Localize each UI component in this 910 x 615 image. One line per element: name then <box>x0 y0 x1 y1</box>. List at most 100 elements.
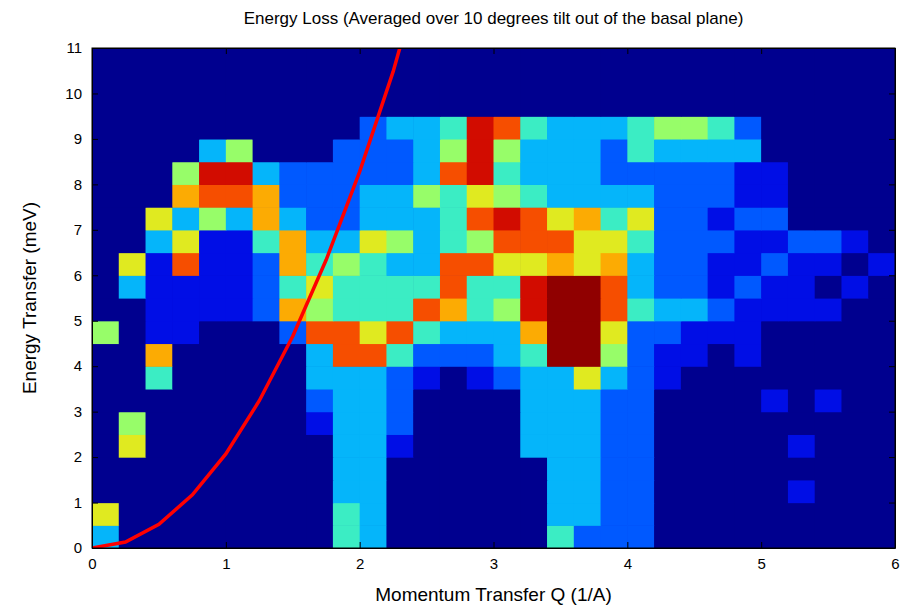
y-tick <box>889 457 895 458</box>
heatmap-cell <box>306 184 333 207</box>
heatmap-cell <box>333 71 360 94</box>
heatmap-cell <box>708 503 735 526</box>
heatmap-cell <box>627 93 654 116</box>
y-tick <box>889 366 895 367</box>
heatmap-cell <box>146 253 173 276</box>
heatmap-cell <box>440 93 467 116</box>
heatmap-cell <box>146 139 173 162</box>
heatmap-cell <box>574 253 601 276</box>
heatmap-cell <box>734 321 761 344</box>
heatmap-cell <box>708 412 735 435</box>
heatmap-cell <box>574 116 601 139</box>
heatmap-cell <box>520 207 547 230</box>
heatmap-cell <box>708 480 735 503</box>
heatmap-cell <box>253 184 280 207</box>
heatmap-cell <box>841 275 868 298</box>
heatmap-cell <box>360 162 387 185</box>
heatmap-cell <box>146 162 173 185</box>
heatmap-cell <box>574 503 601 526</box>
heatmap-cell <box>253 434 280 457</box>
heatmap-cell <box>654 434 681 457</box>
heatmap-cell <box>172 230 199 253</box>
y-tick-label: 0 <box>74 539 82 556</box>
y-tick: 5 <box>74 312 98 329</box>
heatmap-cell <box>681 412 708 435</box>
heatmap-cell <box>146 457 173 480</box>
x-tick: 1 <box>222 542 230 572</box>
heatmap-cell <box>574 480 601 503</box>
heatmap-cell <box>92 48 119 71</box>
heatmap-cell <box>788 412 815 435</box>
heatmap-cell <box>654 298 681 321</box>
heatmap-cell <box>654 503 681 526</box>
x-tick: 2 <box>356 542 364 572</box>
heatmap-cell <box>601 162 628 185</box>
y-axis-title: Energy Transfer (meV) <box>19 202 40 394</box>
heatmap-cell <box>253 457 280 480</box>
heatmap-cell <box>868 93 895 116</box>
heatmap-cell <box>547 116 574 139</box>
heatmap-cell <box>199 503 226 526</box>
heatmap-cell <box>708 434 735 457</box>
x-tick-label: 2 <box>356 555 364 572</box>
heatmap-cell <box>681 366 708 389</box>
heatmap-cell <box>92 298 119 321</box>
heatmap-cell <box>681 93 708 116</box>
y-tick: 11 <box>66 39 98 56</box>
heatmap-cell <box>279 116 306 139</box>
heatmap-cell <box>627 184 654 207</box>
heatmap-cell <box>788 457 815 480</box>
heatmap-cell <box>226 253 253 276</box>
heatmap-cell <box>413 139 440 162</box>
heatmap-cell <box>494 321 521 344</box>
heatmap-cell <box>868 389 895 412</box>
heatmap-cell <box>708 275 735 298</box>
heatmap-cell <box>681 321 708 344</box>
heatmap-cell <box>761 93 788 116</box>
heatmap-cell <box>601 93 628 116</box>
heatmap-cell <box>574 457 601 480</box>
heatmap-cell <box>788 366 815 389</box>
heatmap-cell <box>92 343 119 366</box>
heatmap-cell <box>627 321 654 344</box>
heatmap-cell <box>306 389 333 412</box>
heatmap-cell <box>360 275 387 298</box>
heatmap-cell <box>815 343 842 366</box>
heatmap-cell <box>360 253 387 276</box>
heatmap-cell <box>761 503 788 526</box>
heatmap-cell <box>279 503 306 526</box>
heatmap-cell <box>494 162 521 185</box>
heatmap-cell <box>627 162 654 185</box>
heatmap-cell <box>226 343 253 366</box>
y-tick <box>889 184 895 185</box>
heatmap-cell <box>868 298 895 321</box>
plot-area <box>92 48 895 548</box>
heatmap-cell <box>520 116 547 139</box>
heatmap-cell <box>547 184 574 207</box>
heatmap-cell <box>815 93 842 116</box>
heatmap-cell <box>574 71 601 94</box>
heatmap-cell <box>226 457 253 480</box>
x-tick-mark <box>627 48 628 54</box>
heatmap-cell <box>467 275 494 298</box>
heatmap-cell <box>868 253 895 276</box>
heatmap-cell <box>708 116 735 139</box>
heatmap-cell <box>146 298 173 321</box>
y-tick-mark <box>889 503 895 504</box>
heatmap-cell <box>601 207 628 230</box>
heatmap-cell <box>199 139 226 162</box>
heatmap-cell <box>279 184 306 207</box>
heatmap-cell <box>734 139 761 162</box>
heatmap-cell <box>146 412 173 435</box>
heatmap-cell <box>92 162 119 185</box>
heatmap-cell <box>761 275 788 298</box>
y-tick-label: 4 <box>74 357 82 374</box>
heatmap-cell <box>119 207 146 230</box>
heatmap-cell <box>386 139 413 162</box>
heatmap-cell <box>413 321 440 344</box>
heatmap-cell <box>92 412 119 435</box>
heatmap-cell <box>547 457 574 480</box>
heatmap-cell <box>279 162 306 185</box>
heatmap-cell <box>601 116 628 139</box>
heatmap-cell <box>199 275 226 298</box>
